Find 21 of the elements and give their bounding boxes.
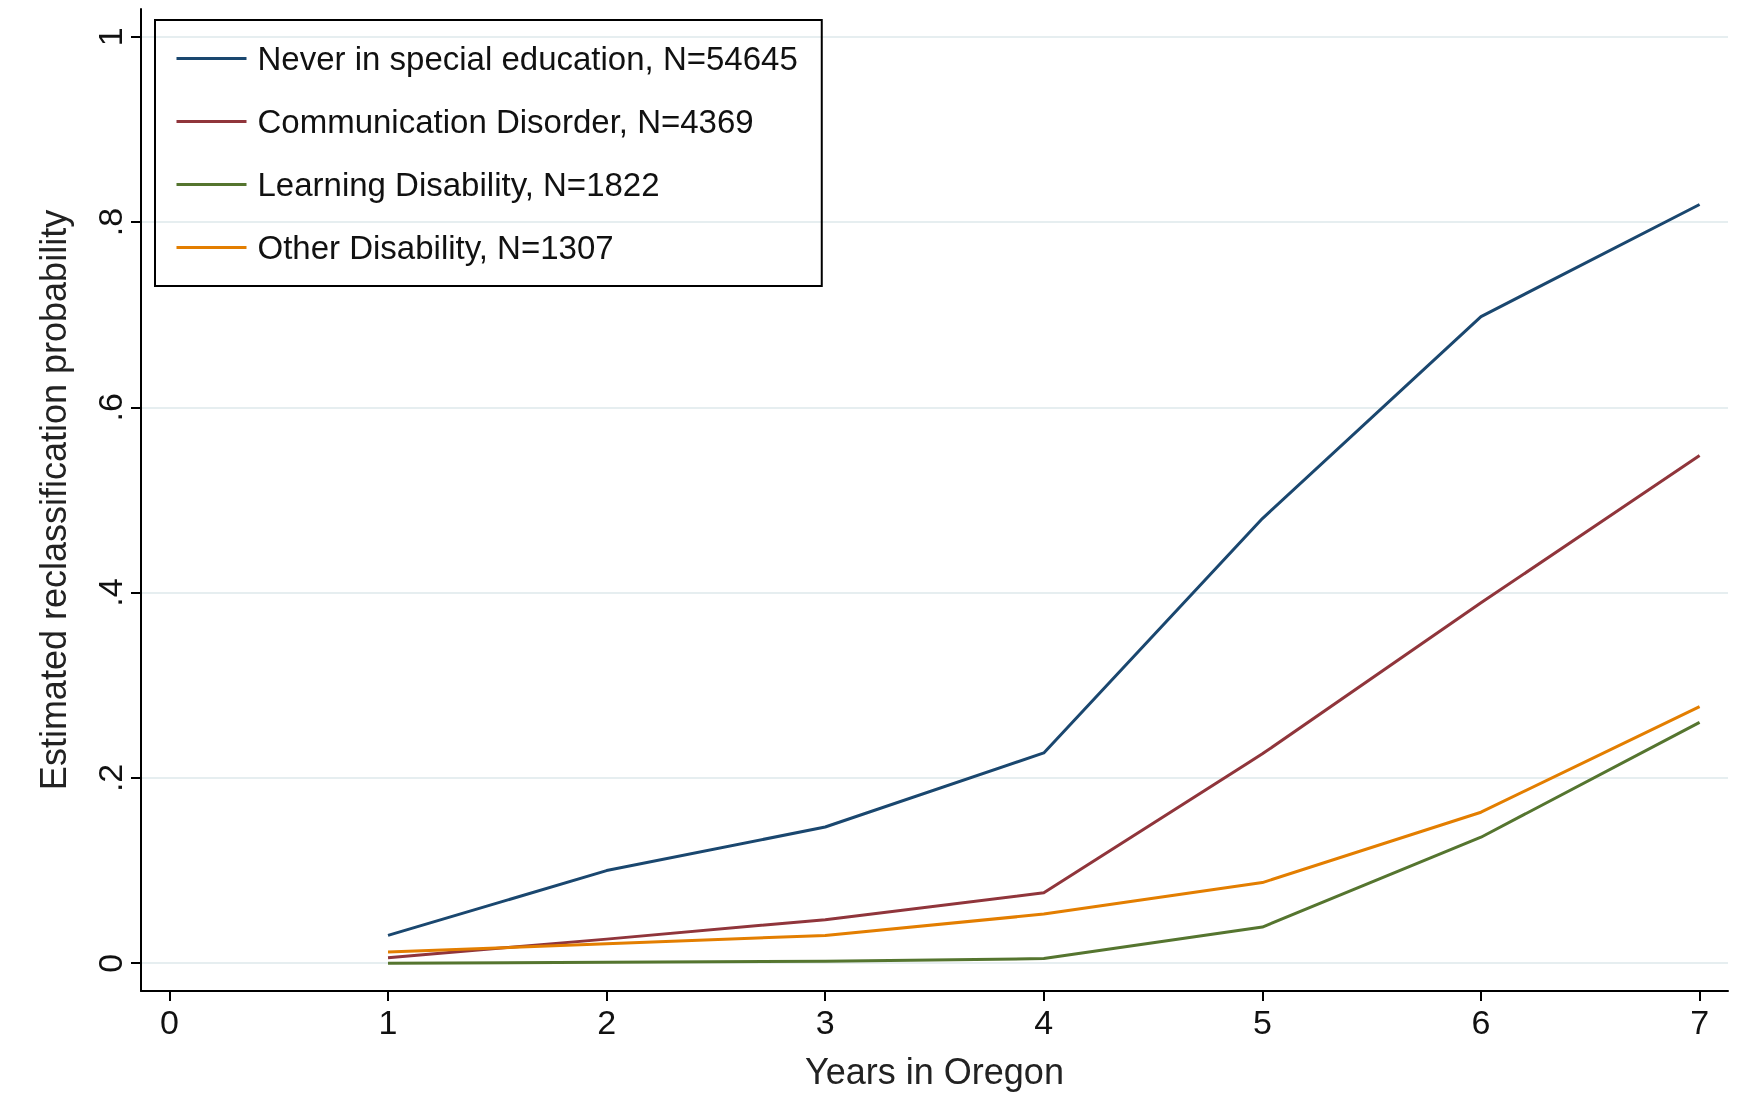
x-axis-title: Years in Oregon <box>805 1050 1064 1092</box>
x-tick-label: 4 <box>1034 1003 1054 1041</box>
legend-label: Never in special education, N=54645 <box>257 40 798 77</box>
x-tick-label: 1 <box>378 1003 398 1041</box>
line-series <box>386 454 1702 960</box>
x-tick-label: 7 <box>1690 1003 1710 1041</box>
y-tick-label: 1 <box>91 27 129 47</box>
y-tick-label: 0 <box>91 953 129 973</box>
x-tick-label: 6 <box>1471 1003 1491 1041</box>
x-tick-label: 5 <box>1252 1003 1272 1041</box>
legend-label: Communication Disorder, N=4369 <box>257 103 754 140</box>
y-tick-label: .8 <box>91 207 129 237</box>
legend-label: Other Disability, N=1307 <box>257 229 614 266</box>
y-axis-title: Estimated reclassification probability <box>32 209 74 791</box>
x-tick-label: 3 <box>815 1003 835 1041</box>
y-tick-label: .4 <box>91 578 129 607</box>
x-tick-label: 0 <box>159 1003 179 1041</box>
y-tick-label: .2 <box>91 763 129 793</box>
y-tick-label: .6 <box>91 393 129 422</box>
legend-label: Learning Disability, N=1822 <box>257 166 660 203</box>
x-tick-label: 2 <box>597 1003 617 1041</box>
